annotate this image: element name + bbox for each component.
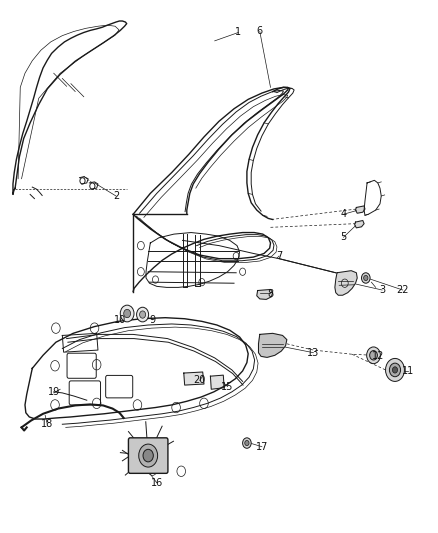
FancyBboxPatch shape: [128, 438, 168, 473]
Text: 16: 16: [151, 478, 163, 488]
Circle shape: [243, 438, 251, 448]
Text: 4: 4: [340, 209, 346, 219]
Polygon shape: [335, 271, 357, 295]
Text: 3: 3: [379, 285, 385, 295]
Text: 8: 8: [268, 289, 274, 298]
Circle shape: [140, 311, 145, 318]
Circle shape: [392, 367, 398, 373]
Circle shape: [389, 363, 401, 377]
Text: 15: 15: [221, 382, 234, 392]
Text: 19: 19: [48, 387, 60, 397]
Text: 22: 22: [396, 285, 409, 295]
Text: 11: 11: [402, 366, 414, 376]
Polygon shape: [355, 221, 364, 228]
Circle shape: [139, 444, 158, 467]
Text: 17: 17: [256, 442, 268, 451]
Text: 13: 13: [307, 348, 320, 358]
Polygon shape: [356, 206, 365, 213]
Circle shape: [361, 273, 370, 283]
Polygon shape: [257, 289, 272, 300]
Text: 12: 12: [371, 351, 384, 361]
Polygon shape: [184, 372, 204, 385]
Text: 20: 20: [194, 375, 206, 385]
Text: 7: 7: [276, 251, 282, 261]
Circle shape: [124, 309, 131, 318]
Circle shape: [385, 358, 404, 382]
Text: 18: 18: [41, 419, 53, 429]
Text: 10: 10: [114, 315, 127, 325]
Polygon shape: [258, 333, 287, 358]
Polygon shape: [210, 375, 224, 389]
Text: 1: 1: [235, 28, 241, 37]
Circle shape: [120, 305, 134, 322]
Circle shape: [143, 449, 153, 462]
Text: 5: 5: [340, 232, 346, 243]
Circle shape: [137, 307, 148, 322]
Circle shape: [367, 347, 380, 364]
Text: 2: 2: [113, 191, 119, 201]
Circle shape: [370, 351, 378, 360]
Circle shape: [364, 276, 368, 280]
Text: 9: 9: [149, 315, 155, 325]
Text: 6: 6: [257, 27, 263, 36]
Circle shape: [245, 440, 249, 446]
